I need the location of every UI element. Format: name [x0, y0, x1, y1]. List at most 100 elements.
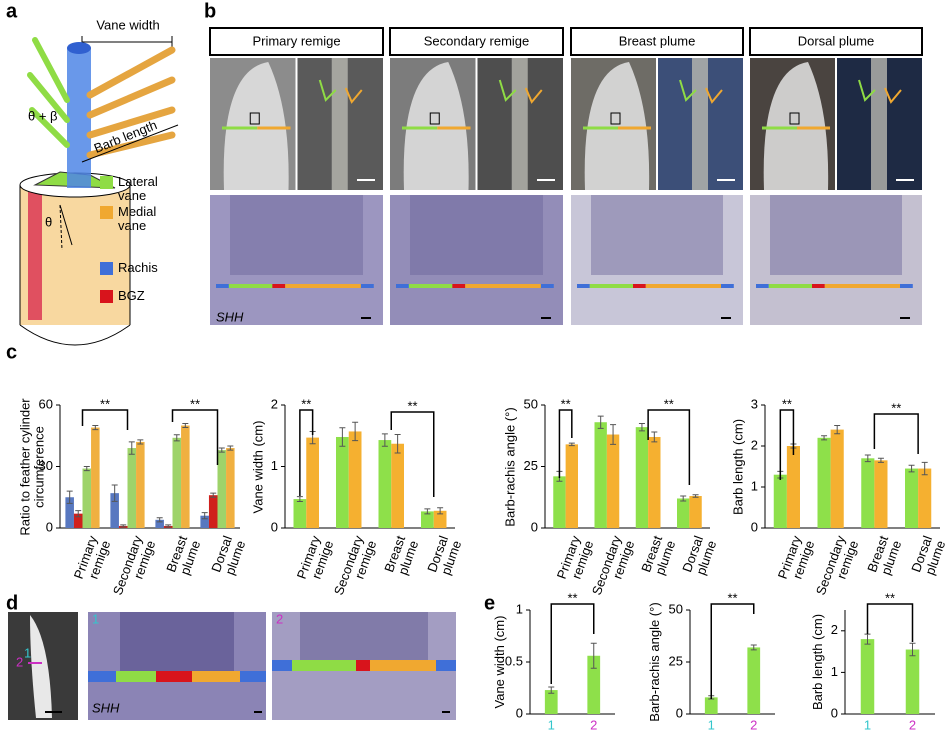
section-stain: [300, 612, 428, 667]
significance-bracket: [550, 603, 595, 684]
panel-label: e: [484, 592, 495, 614]
rachis-zoom: [511, 58, 528, 190]
error-bar: [173, 434, 180, 442]
zone-band: [228, 284, 273, 288]
bar: [136, 441, 145, 528]
error-bar: [128, 441, 135, 455]
section-photo: [210, 195, 383, 325]
rachis-top: [67, 42, 91, 54]
significance-bracket: [81, 409, 129, 430]
angle-label: θ: [45, 214, 52, 229]
legend-swatch: [100, 262, 113, 275]
error-bar: [864, 454, 871, 463]
bar: [391, 443, 404, 528]
rachis-zoom: [331, 58, 348, 190]
barb-v: [679, 79, 697, 102]
header-box: [209, 27, 384, 56]
bar: [918, 468, 932, 528]
y-axis-label: Barb-rachis angle (°): [647, 602, 662, 722]
header-label: Primary remige: [252, 33, 340, 48]
bar: [421, 511, 434, 528]
error-bar: [352, 421, 359, 442]
barb-v: [884, 87, 902, 104]
rachis-zoom: [692, 58, 708, 190]
error-bar: [120, 524, 127, 528]
error-bar: [137, 439, 144, 445]
significance-bracket: [866, 603, 914, 642]
y-tick-label: 50: [524, 396, 538, 411]
bgz-band: [156, 671, 192, 682]
significance-label: **: [100, 396, 110, 411]
x-tick-label: 1: [864, 717, 871, 732]
medial-band: [370, 660, 436, 671]
x-tick-label: 1: [548, 717, 555, 732]
x-tick-label: 2: [909, 717, 916, 732]
error-bar: [921, 461, 928, 476]
error-bar: [218, 447, 225, 453]
zone-band: [633, 284, 646, 288]
header-label: Dorsal plume: [798, 33, 875, 48]
error-bar: [156, 517, 163, 523]
panel-label: d: [6, 592, 18, 614]
zone-band: [645, 284, 721, 288]
y-axis-label: Barb length (cm): [810, 613, 825, 711]
section-label: 1: [24, 645, 31, 660]
error-bar: [750, 644, 757, 651]
y-tick-label: 0: [751, 519, 758, 534]
zone-band: [452, 284, 466, 288]
bar: [181, 425, 190, 528]
error-bar: [165, 524, 172, 528]
bar: [217, 450, 227, 528]
error-bar: [339, 427, 346, 447]
section-stain: [230, 195, 363, 275]
error-bar: [111, 484, 118, 502]
significance-bracket: [647, 409, 691, 485]
error-bar: [394, 434, 401, 454]
significance-label: **: [727, 590, 737, 605]
bar: [861, 458, 875, 528]
error-bar: [680, 495, 687, 502]
bar: [82, 468, 92, 528]
significance-bracket: [873, 413, 919, 454]
medial-band: [192, 671, 240, 682]
y-tick-label: 60: [39, 396, 53, 411]
significance-bracket: [710, 603, 755, 699]
angle-line: [59, 204, 63, 251]
x-tick-label: 2: [750, 717, 757, 732]
y-axis-label: Barb-rachis angle (°): [502, 406, 517, 527]
bar: [594, 422, 607, 528]
section-stain: [120, 612, 234, 672]
x-tick-label: 1: [708, 717, 715, 732]
rachis-band: [88, 671, 116, 682]
header-box: [389, 27, 564, 56]
y-tick-label: 1: [271, 458, 278, 473]
error-bar: [201, 512, 208, 520]
y-tick-label: 25: [524, 458, 538, 473]
feather-shape: [30, 615, 52, 718]
significance-bracket: [299, 409, 314, 496]
significance-bracket: [558, 409, 573, 478]
section-photo: [571, 195, 743, 325]
lateral-band: [292, 660, 356, 671]
bar: [91, 427, 100, 528]
bar: [348, 431, 362, 528]
panel-label: b: [204, 0, 216, 22]
angle-sum-label: θ + β: [28, 108, 58, 123]
error-bar: [909, 642, 916, 657]
bar: [65, 497, 74, 528]
bar: [587, 655, 601, 714]
zoom-box: [429, 112, 440, 125]
zoom-box: [610, 112, 621, 125]
legend-label: BGZ: [118, 288, 145, 303]
zone-band: [465, 284, 541, 288]
medial-barbs: [86, 46, 176, 159]
bar: [110, 493, 119, 528]
bar: [704, 697, 718, 714]
error-bar: [75, 510, 82, 518]
rachis-band: [436, 660, 456, 671]
significance-label: **: [885, 590, 895, 605]
y-tick-label: 2: [831, 622, 838, 637]
panel-label: c: [6, 341, 17, 363]
significance-label: **: [561, 396, 571, 411]
